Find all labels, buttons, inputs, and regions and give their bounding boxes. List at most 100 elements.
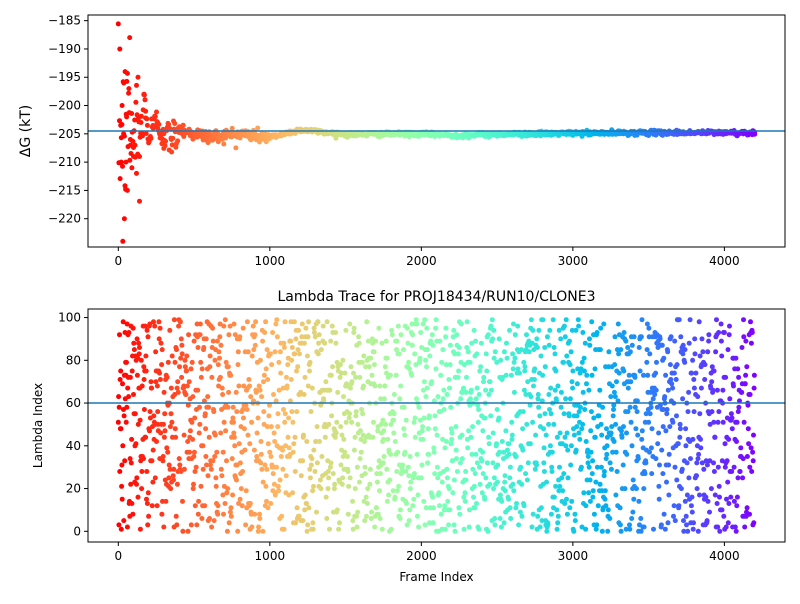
lambda-point: [280, 385, 286, 391]
lambda-point: [568, 443, 574, 449]
lambda-point: [512, 355, 518, 361]
lambda-point: [425, 426, 431, 432]
lambda-point: [232, 443, 238, 449]
lambda-point: [625, 409, 631, 415]
lambda-point: [432, 426, 438, 432]
lambda-point: [295, 347, 301, 353]
lambda-point: [452, 528, 458, 534]
lambda-point: [185, 402, 191, 408]
lambda-point: [407, 486, 413, 492]
lambda-point: [227, 509, 233, 515]
lambda-point: [714, 501, 720, 506]
lambda-point: [691, 520, 696, 526]
lambda-point: [661, 355, 667, 361]
lambda-point: [441, 387, 447, 393]
lambda-point: [571, 528, 577, 534]
lambda-point: [489, 317, 495, 323]
lambda-point: [440, 347, 446, 353]
lambda-point: [535, 392, 541, 397]
lambda-point: [223, 359, 229, 365]
lambda-point: [746, 441, 752, 447]
lambda-point: [597, 387, 603, 393]
lambda-point: [342, 449, 348, 455]
lambda-point: [438, 372, 444, 378]
lambda-point: [495, 462, 501, 468]
lambda-point: [743, 372, 749, 378]
lambda-point: [290, 490, 296, 496]
lambda-point: [623, 526, 629, 532]
lambda-point: [217, 374, 223, 380]
lambda-point: [726, 501, 732, 506]
lambda-point: [304, 528, 310, 534]
lambda-point: [671, 370, 677, 376]
lambda-point: [410, 332, 416, 338]
lambda-point: [237, 460, 243, 466]
lambda-point: [733, 528, 739, 534]
lambda-point: [337, 362, 343, 368]
lambda-point: [717, 494, 722, 500]
lambda-point: [508, 372, 514, 378]
lambda-point: [144, 327, 150, 333]
delta-g-point: [233, 145, 239, 151]
lambda-trace-x-tick-label: 0: [114, 549, 122, 563]
lambda-point: [193, 464, 199, 470]
lambda-point: [678, 334, 684, 340]
lambda-point: [501, 349, 507, 355]
lambda-point: [507, 464, 513, 470]
lambda-point: [514, 501, 519, 506]
lambda-point: [647, 411, 653, 417]
lambda-point: [692, 351, 698, 357]
lambda-point: [250, 323, 256, 329]
lambda-point: [139, 469, 145, 474]
lambda-point: [222, 317, 228, 323]
lambda-point: [143, 353, 149, 359]
lambda-point: [513, 454, 519, 459]
lambda-point: [420, 436, 426, 442]
lambda-point: [574, 413, 580, 419]
lambda-point: [265, 441, 271, 447]
lambda-point: [145, 334, 151, 340]
lambda-point: [425, 460, 431, 466]
delta-g-y-tick-label: −195: [48, 70, 81, 84]
lambda-point: [594, 330, 600, 335]
lambda-point: [217, 321, 223, 327]
lambda-point: [645, 372, 651, 378]
delta-g-point: [152, 114, 158, 120]
lambda-point: [260, 338, 266, 344]
lambda-point: [609, 383, 615, 389]
lambda-point: [612, 394, 618, 400]
lambda-point: [488, 323, 494, 329]
lambda-point: [350, 526, 356, 532]
lambda-point: [748, 319, 753, 325]
lambda-point: [207, 353, 213, 359]
lambda-point: [714, 387, 720, 393]
lambda-point: [254, 430, 260, 436]
lambda-point: [621, 330, 627, 335]
lambda-point: [736, 404, 742, 410]
lambda-point: [494, 479, 500, 485]
lambda-point: [634, 486, 639, 492]
lambda-point: [664, 479, 669, 485]
lambda-point: [300, 458, 306, 464]
lambda-point: [577, 370, 583, 376]
lambda-point: [600, 404, 606, 410]
lambda-point: [658, 522, 664, 528]
lambda-point: [152, 323, 158, 329]
lambda-point: [308, 462, 314, 468]
lambda-point: [305, 334, 311, 340]
lambda-point: [522, 364, 528, 370]
lambda-point: [466, 524, 472, 530]
lambda-point: [314, 460, 320, 466]
lambda-point: [331, 486, 337, 492]
lambda-point: [520, 409, 526, 415]
lambda-point: [523, 471, 529, 477]
lambda-point: [569, 498, 575, 504]
lambda-point: [378, 396, 384, 402]
lambda-point: [352, 486, 358, 492]
lambda-point: [174, 385, 180, 391]
lambda-point: [269, 362, 275, 368]
lambda-point: [355, 509, 361, 515]
delta-g-x-tick-label: 2000: [406, 254, 437, 268]
lambda-point: [686, 475, 692, 481]
lambda-point: [182, 357, 188, 363]
